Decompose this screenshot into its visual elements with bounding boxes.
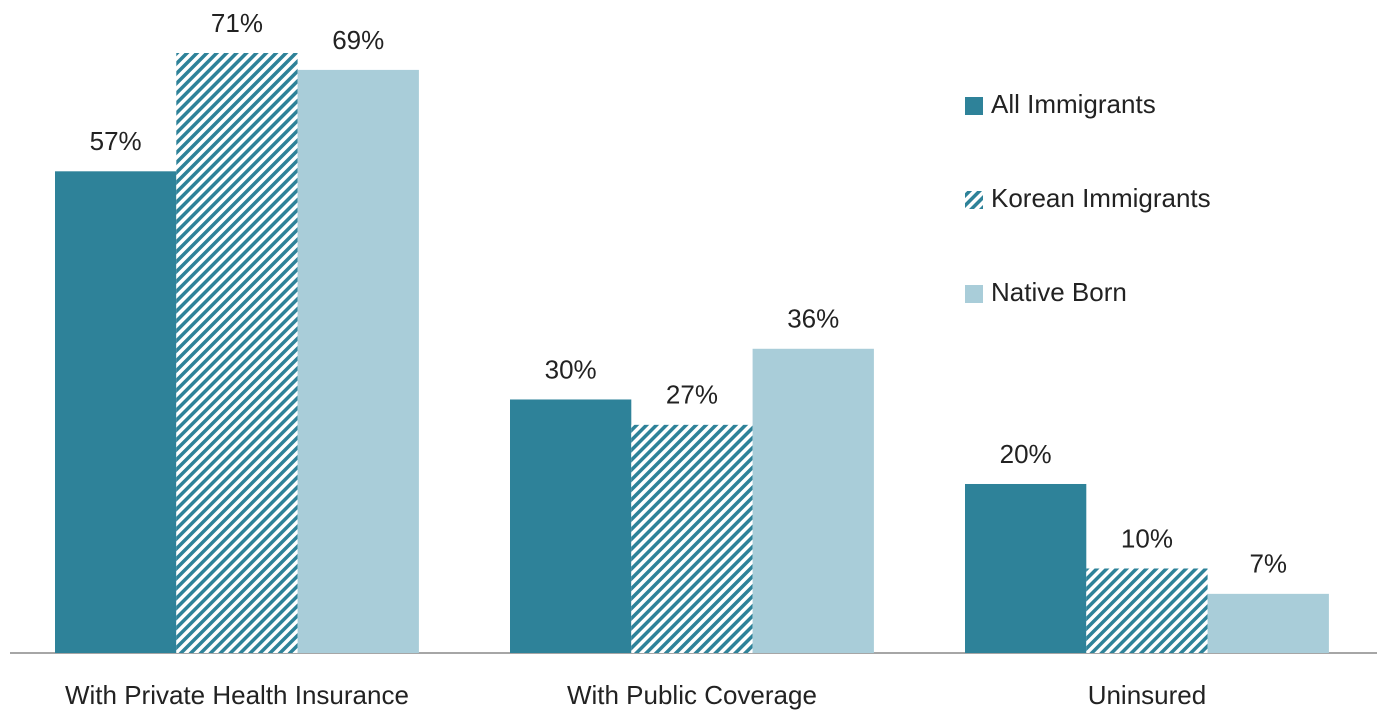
data-label: 7%: [1249, 549, 1287, 579]
legend-label: Korean Immigrants: [991, 183, 1211, 213]
x-tick-label: Uninsured: [1088, 680, 1207, 710]
x-tick-label: With Public Coverage: [567, 680, 817, 710]
legend-label: Native Born: [991, 277, 1127, 307]
bar: [631, 424, 753, 653]
bar: [176, 53, 298, 653]
data-label: 69%: [332, 25, 384, 55]
bar: [55, 171, 177, 653]
data-label: 36%: [787, 304, 839, 334]
legend-label: All Immigrants: [991, 89, 1156, 119]
bar: [965, 483, 1087, 653]
data-label: 27%: [666, 380, 718, 410]
bar: [510, 399, 632, 653]
bar: [1207, 593, 1329, 653]
data-label: 30%: [545, 354, 597, 384]
bar: [1086, 568, 1208, 653]
legend-swatch: [965, 97, 983, 115]
data-label: 71%: [211, 8, 263, 38]
bar: [752, 348, 874, 653]
data-label: 57%: [90, 126, 142, 156]
bar: [297, 69, 419, 653]
legend-swatch: [965, 191, 983, 209]
data-label: 10%: [1121, 523, 1173, 553]
legend-swatch: [965, 285, 983, 303]
x-tick-label: With Private Health Insurance: [65, 680, 409, 710]
data-label: 20%: [1000, 439, 1052, 469]
